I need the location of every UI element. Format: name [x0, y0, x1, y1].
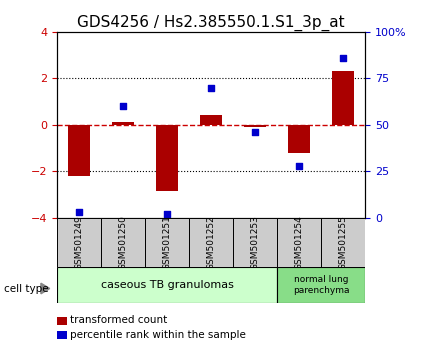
Bar: [321, 218, 365, 267]
Bar: [233, 218, 277, 267]
Text: transformed count: transformed count: [70, 315, 168, 325]
Text: GSM501250: GSM501250: [119, 215, 128, 270]
Text: cell type: cell type: [4, 284, 49, 293]
Bar: [57, 218, 101, 267]
Bar: [145, 218, 189, 267]
Bar: [101, 218, 145, 267]
Bar: [277, 218, 321, 267]
Title: GDS4256 / Hs2.385550.1.S1_3p_at: GDS4256 / Hs2.385550.1.S1_3p_at: [77, 14, 345, 30]
Bar: [57, 317, 67, 325]
Bar: [112, 122, 134, 125]
Bar: [288, 125, 310, 153]
Bar: [277, 267, 365, 303]
Point: [340, 55, 347, 61]
Point: [76, 209, 83, 215]
Point: [252, 130, 259, 135]
Point: [120, 103, 127, 109]
Bar: [189, 218, 233, 267]
Point: [164, 211, 171, 217]
Text: GSM501252: GSM501252: [207, 215, 216, 270]
Bar: [332, 72, 354, 125]
Point: [208, 85, 215, 91]
Bar: [57, 267, 277, 303]
Polygon shape: [41, 283, 50, 294]
Text: GSM501254: GSM501254: [295, 215, 304, 270]
Text: normal lung
parenchyma: normal lung parenchyma: [293, 275, 349, 295]
Text: GSM501251: GSM501251: [163, 215, 172, 270]
Bar: [57, 331, 67, 339]
Text: GSM501255: GSM501255: [339, 215, 348, 270]
Bar: [200, 115, 222, 125]
Bar: [244, 125, 266, 127]
Text: caseous TB granulomas: caseous TB granulomas: [101, 280, 234, 290]
Bar: [68, 125, 90, 176]
Bar: [156, 125, 178, 191]
Text: GSM501249: GSM501249: [75, 215, 84, 270]
Text: percentile rank within the sample: percentile rank within the sample: [70, 330, 246, 339]
Text: GSM501253: GSM501253: [251, 215, 260, 270]
Point: [296, 163, 303, 169]
